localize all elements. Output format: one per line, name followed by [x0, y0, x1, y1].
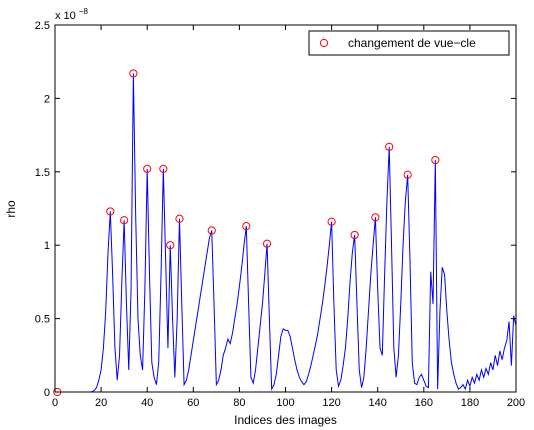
keyframe-marker-1	[106, 207, 115, 216]
x-axis-ticks: 0 20 40 60 80 100 120 140 160 180 200	[52, 25, 525, 409]
y-tick-label: 0.5	[35, 314, 50, 326]
keyframe-marker-6	[166, 241, 175, 250]
legend-box	[308, 30, 510, 56]
keyframe-marker-3	[129, 69, 138, 78]
x-tick-label: 80	[233, 397, 245, 409]
keyframe-marker-12	[350, 230, 359, 240]
x-tick-label: 180	[461, 397, 479, 409]
legend-marker	[319, 38, 329, 48]
keyframe-marker-5	[159, 164, 168, 173]
keyframe-marker-16	[431, 155, 440, 165]
keyframe-marker-2	[120, 216, 129, 225]
keyframe-marker-11	[327, 217, 336, 226]
x-tick-label: 120	[322, 397, 340, 409]
y-tick-label: 2	[44, 93, 50, 105]
plot-background	[55, 25, 516, 392]
y-tick-label: 2.5	[35, 20, 50, 32]
x-tick-label: 20	[95, 397, 107, 409]
x-tick-label: 40	[141, 397, 153, 409]
x-tick-label: 60	[187, 397, 199, 409]
y-axis-ticks: 0 0.5 1 1.5 2 2.5	[35, 20, 516, 399]
y-tick-label: 0	[44, 387, 50, 399]
y-tick-label: 1	[44, 240, 50, 252]
x-tick-label: 160	[415, 397, 433, 409]
keyframe-marker-13	[371, 213, 380, 222]
x-tick-label: 140	[369, 397, 387, 409]
legend-label: changement de vue−cle	[348, 36, 476, 50]
x-axis-label: Indices des images	[234, 413, 337, 427]
y-exponent-label: x 10 −8	[55, 7, 89, 22]
x-tick-label: 200	[507, 397, 525, 409]
keyframe-marker-10	[262, 239, 272, 248]
keyframe-marker-15	[403, 170, 412, 179]
x-tick-label: 100	[276, 397, 294, 409]
y-axis-label: rho	[4, 200, 18, 218]
keyframe-marker-14	[385, 142, 394, 151]
keyframe-marker-4	[143, 164, 152, 173]
y-tick-label: 1.5	[35, 167, 50, 179]
marker-layer	[53, 69, 440, 397]
legend: changement de vue−cle	[308, 30, 510, 56]
keyframe-marker-7	[175, 214, 184, 223]
x-tick-label: 0	[52, 397, 58, 409]
series-line-rho	[57, 73, 517, 393]
keyframe-marker-8	[207, 226, 216, 235]
y-exponent-base: x 10	[55, 10, 76, 22]
data-line-layer	[57, 73, 517, 393]
y-exponent-power: −8	[79, 7, 89, 16]
keyframe-marker-9	[242, 222, 251, 231]
